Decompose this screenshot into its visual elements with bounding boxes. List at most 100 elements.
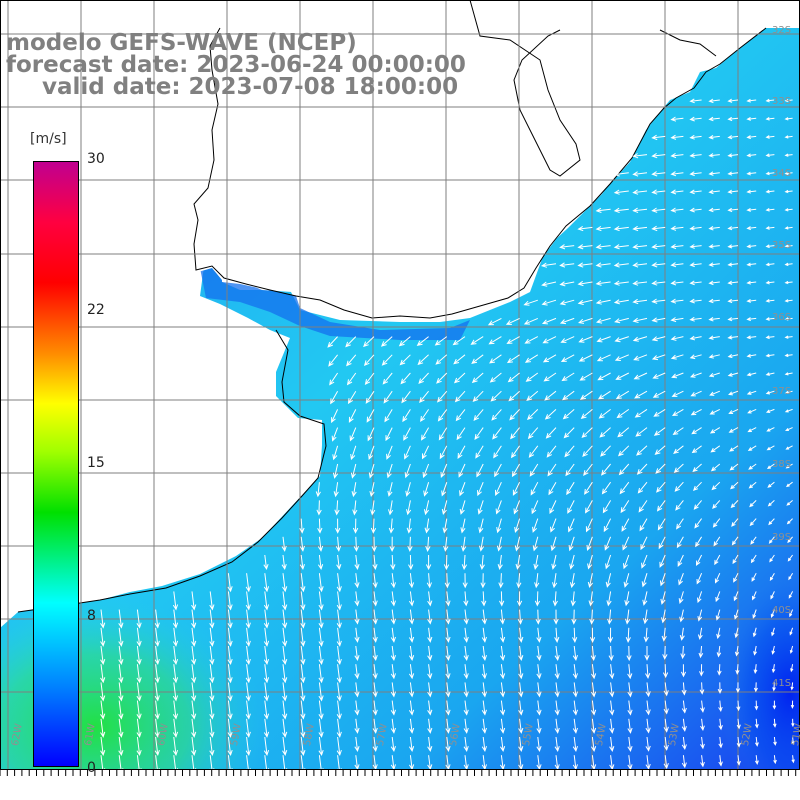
wind-arrow [609, 718, 615, 734]
wind-arrow [453, 372, 466, 384]
wind-arrow [589, 609, 595, 625]
wind-arrow [568, 536, 575, 552]
wind-arrow [456, 427, 466, 441]
wind-arrow [532, 536, 539, 552]
wind-arrow [154, 682, 160, 702]
wind-arrow [727, 298, 739, 304]
wind-arrow [245, 645, 251, 666]
wind-arrow [336, 591, 342, 611]
wind-arrow [318, 664, 324, 684]
wind-arrow [730, 500, 739, 509]
wind-arrow [191, 591, 197, 611]
wind-arrow [753, 682, 758, 693]
wind-arrow [603, 518, 612, 533]
wind-arrow [727, 372, 739, 377]
wind-arrow [508, 390, 520, 402]
wind-arrow [613, 244, 629, 250]
wind-arrow [770, 609, 775, 618]
wind-arrow [354, 609, 360, 625]
wind-arrow [390, 682, 396, 698]
wind-arrow [621, 518, 630, 532]
wind-arrow [510, 445, 521, 459]
wind-arrow [527, 427, 539, 440]
wind-arrow [727, 171, 739, 176]
wind-arrow [791, 736, 795, 746]
wind-arrow [689, 98, 702, 104]
wind-arrow [754, 736, 759, 747]
wind-arrow [750, 536, 757, 545]
wind-arrow [784, 98, 793, 103]
wind-arrow [331, 409, 339, 424]
wind-arrow [638, 500, 648, 513]
wind-arrow [350, 445, 357, 461]
wind-arrow [640, 536, 648, 551]
wind-arrow [754, 700, 759, 711]
wind-arrow [689, 171, 702, 177]
wind-arrow [349, 427, 357, 442]
wind-arrow [172, 736, 179, 757]
wind-arrow [750, 554, 757, 564]
wind-arrow [363, 336, 375, 348]
wind-arrow [627, 736, 633, 753]
wind-arrow [427, 627, 433, 643]
wind-arrow [300, 664, 306, 684]
wind-arrow [671, 372, 684, 379]
wind-arrow [690, 372, 702, 378]
wind-arrow [480, 573, 486, 589]
wind-arrow [476, 463, 484, 478]
wind-arrow [627, 700, 633, 716]
wind-arrow [564, 445, 575, 458]
wind-arrow [729, 445, 739, 452]
wind-arrow [300, 627, 306, 647]
wind-arrow [554, 645, 560, 662]
wind-arrow [372, 573, 378, 589]
wind-arrow [336, 736, 342, 757]
wind-arrow [752, 627, 757, 638]
wind-arrow [481, 718, 487, 734]
wind-arrow [632, 153, 648, 159]
wind-arrow [583, 463, 593, 477]
wind-arrow [609, 736, 615, 753]
wind-arrow [784, 280, 793, 285]
wind-arrow [627, 664, 633, 680]
wind-arrow [405, 482, 411, 497]
wind-arrow [588, 591, 594, 607]
wind-arrow [765, 153, 775, 158]
wind-arrow [598, 409, 611, 419]
wind-arrow [499, 718, 506, 734]
wind-arrow [227, 609, 233, 629]
wind-arrow [372, 718, 378, 734]
wind-arrow [332, 463, 339, 479]
wind-arrow [595, 207, 611, 213]
wind-arrow [516, 573, 522, 589]
wind-arrow [209, 645, 215, 666]
wind-arrow [678, 573, 684, 586]
wind-arrow [673, 463, 684, 473]
wind-arrow [317, 536, 324, 552]
wind-arrow [497, 554, 503, 571]
wind-arrow [463, 627, 469, 643]
wind-arrow [708, 335, 720, 340]
wind-arrow [736, 700, 741, 712]
wind-arrow [445, 736, 451, 753]
wind-arrow [645, 700, 651, 716]
wind-arrows [100, 98, 795, 775]
wind-arrow [693, 481, 702, 492]
wind-arrow [172, 591, 179, 611]
wind-arrow [399, 354, 411, 366]
wind-arrow [790, 664, 794, 673]
wind-arrow [736, 755, 741, 766]
wind-arrow [769, 554, 775, 563]
wind-arrow [651, 354, 666, 361]
wind-arrow [679, 609, 685, 623]
wind-arrow [318, 736, 324, 757]
wind-arrow [731, 518, 739, 527]
wind-arrow [617, 427, 630, 438]
wind-arrow [681, 700, 687, 714]
wind-arrow [427, 645, 433, 662]
wind-arrow [544, 390, 557, 401]
wind-arrow [613, 280, 629, 286]
wind-arrow [727, 335, 739, 340]
wind-arrow [506, 354, 520, 364]
wind-arrow [670, 280, 684, 286]
